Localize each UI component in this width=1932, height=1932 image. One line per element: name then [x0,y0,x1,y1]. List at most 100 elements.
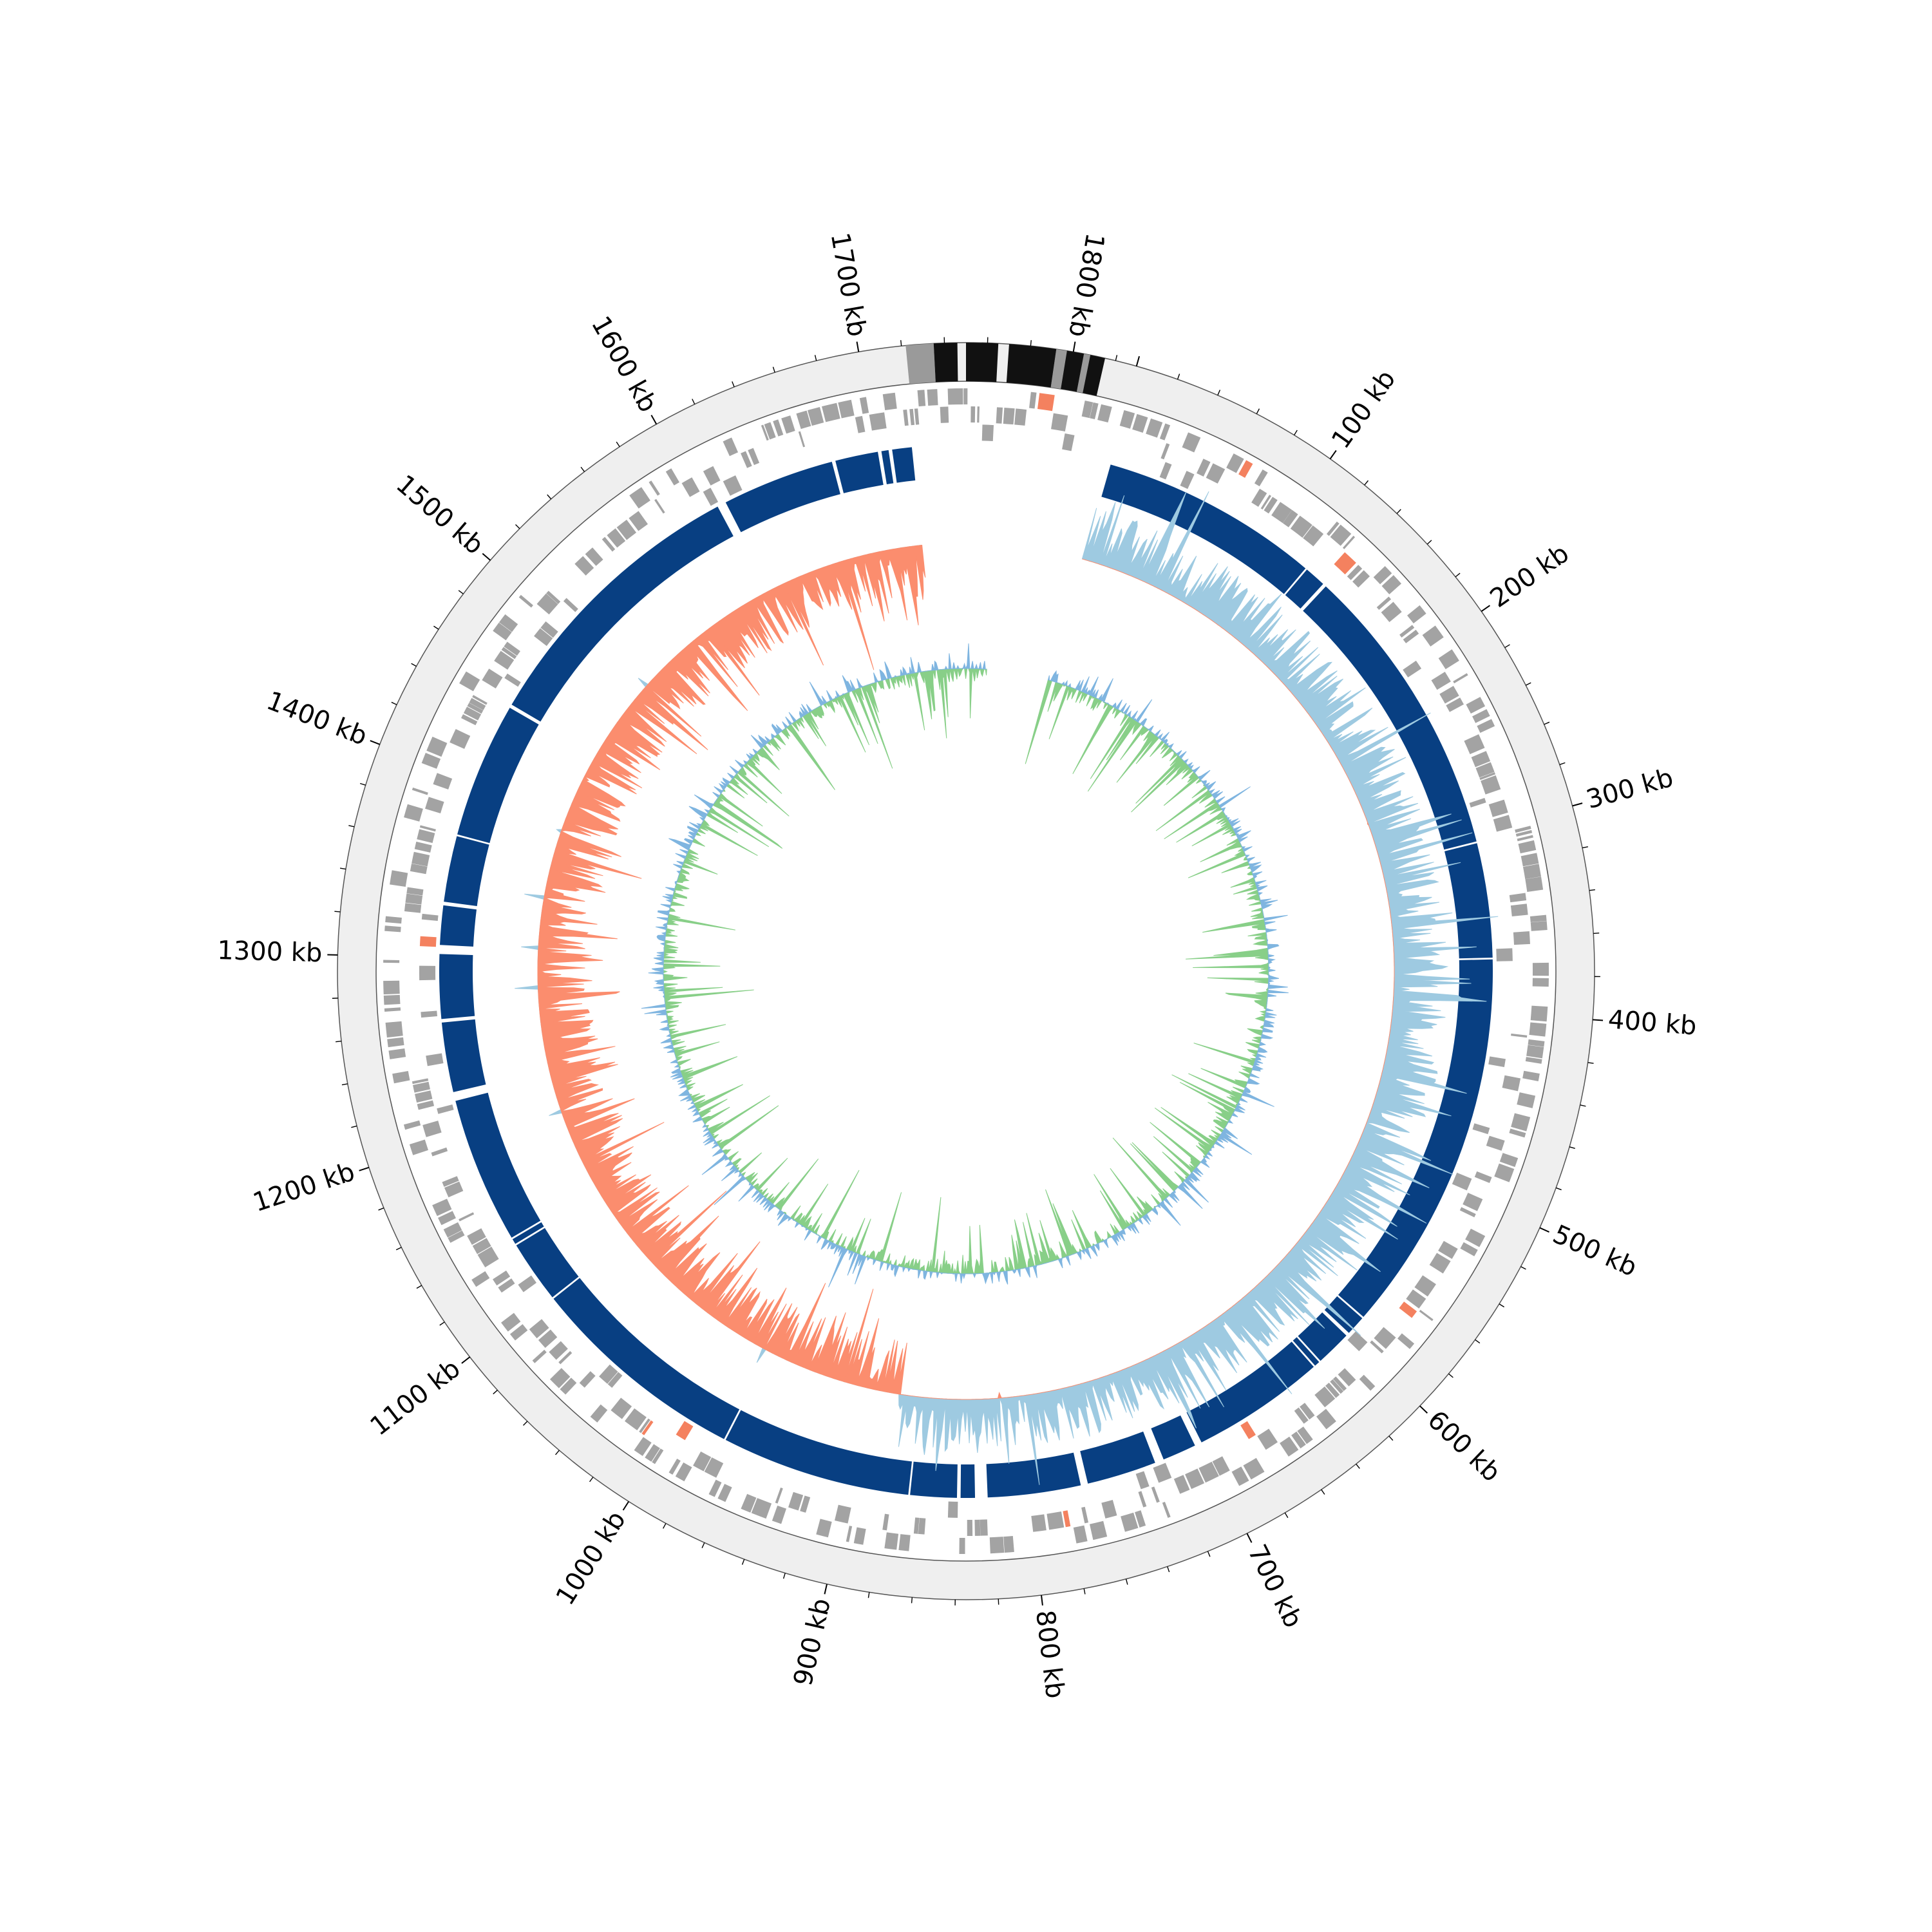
gene-feature [971,406,976,423]
axis-label: 600 kb [1422,1405,1506,1488]
major-tick [1041,1595,1043,1605]
gene-feature [417,1100,435,1110]
gene-feature [1465,1228,1486,1247]
gene-feature [807,406,824,426]
gene-feature [467,703,484,714]
axis-label: 900 kb [788,1596,837,1689]
band-block-gray [1050,349,1067,389]
gene-feature [1494,1163,1515,1182]
gene-feature [1376,596,1392,611]
gene-feature [974,1519,981,1536]
gene-feature [421,752,441,769]
gene-feature [1532,962,1549,976]
gene-feature [1334,552,1356,574]
gene-feature [1419,1309,1434,1321]
minor-tick [1083,1588,1086,1595]
gene-feature [853,1527,866,1545]
gene-feature [607,1372,623,1388]
minor-tick [1582,846,1589,849]
gene-feature [1522,864,1541,880]
gene-feature [1240,1421,1256,1439]
minor-tick [1284,1512,1289,1519]
contig-block [455,1092,541,1238]
minor-tick [416,1285,422,1289]
minor-tick [1569,1146,1575,1149]
gene-feature [431,1147,448,1157]
minor-tick [359,782,366,786]
outer-band-track [337,342,1595,1600]
gene-feature [629,487,650,509]
gene-feature [859,397,869,414]
minor-tick [1499,1303,1504,1308]
minor-tick [1559,762,1566,766]
minor-tick [336,1040,342,1043]
gene-feature [1464,734,1485,755]
gene-feature [509,1324,528,1341]
gene-feature [388,1048,406,1059]
gene-feature [529,1319,549,1339]
minor-tick [348,825,355,828]
gene-feature [538,1329,558,1349]
gene-feature [796,410,811,430]
gene-feature [1037,393,1055,412]
gene-feature [869,412,887,431]
gene-feature [963,388,968,405]
contig-block [1151,1415,1195,1460]
gene-feature [532,1349,547,1363]
gene-feature [1472,1123,1490,1135]
gc-content-below [663,668,1269,1274]
gene-feature [438,1211,456,1226]
gene-feature [1493,815,1513,832]
gene-feature [1300,1403,1315,1420]
contig-block [511,506,734,722]
gene-feature [834,1504,851,1524]
contig-block [1080,1431,1155,1484]
gene-feature [1481,775,1501,795]
gene-feature [1297,1426,1313,1444]
gene-feature [1381,601,1402,623]
gene-feature [816,1519,832,1538]
gene-feature [1291,1431,1306,1449]
gene-feature [903,409,909,426]
gene-feature [1081,401,1094,419]
gene-feature [1342,535,1356,549]
gene-feature [977,406,980,423]
contig-block [1303,586,1477,850]
contig-block [553,1278,740,1439]
gene-feature [383,980,400,995]
gene-feature [421,913,439,922]
gene-feature [1338,1368,1356,1387]
gene-feature [751,1498,772,1519]
gc-content-above [641,643,1289,1287]
axis-label: 1500 kb [390,469,489,560]
gene-feature [1438,649,1459,670]
gene-feature [504,673,521,687]
gene-feature [1146,418,1163,438]
minor-tick [493,1390,498,1395]
gene-feature [611,1397,632,1419]
gene-feature [384,925,401,933]
gene-feature [1185,1468,1205,1490]
gene-feature [1407,605,1426,624]
gene-feature [1073,1525,1088,1544]
gene-feature [1231,1466,1249,1486]
gene-feature [1517,1092,1536,1108]
gene-feature [1316,1408,1336,1430]
gene-feature [558,1350,573,1365]
gene-feature [448,1230,465,1243]
contig-block [1285,569,1323,609]
gene-feature [463,706,482,721]
gene-feature [590,1404,608,1423]
contig-block [1101,464,1306,594]
gene-feature [1502,1075,1521,1092]
contig-block [1338,959,1493,1317]
major-tick [824,1584,828,1595]
gene-feature [1397,1333,1415,1349]
major-tick [359,1166,370,1171]
gene-feature [914,408,920,425]
contig-block [1186,1341,1314,1443]
gene-feature [967,1519,973,1536]
gene-feature [800,1495,811,1513]
major-tick [1481,605,1490,612]
axis-label: 1700 kb [825,231,872,339]
